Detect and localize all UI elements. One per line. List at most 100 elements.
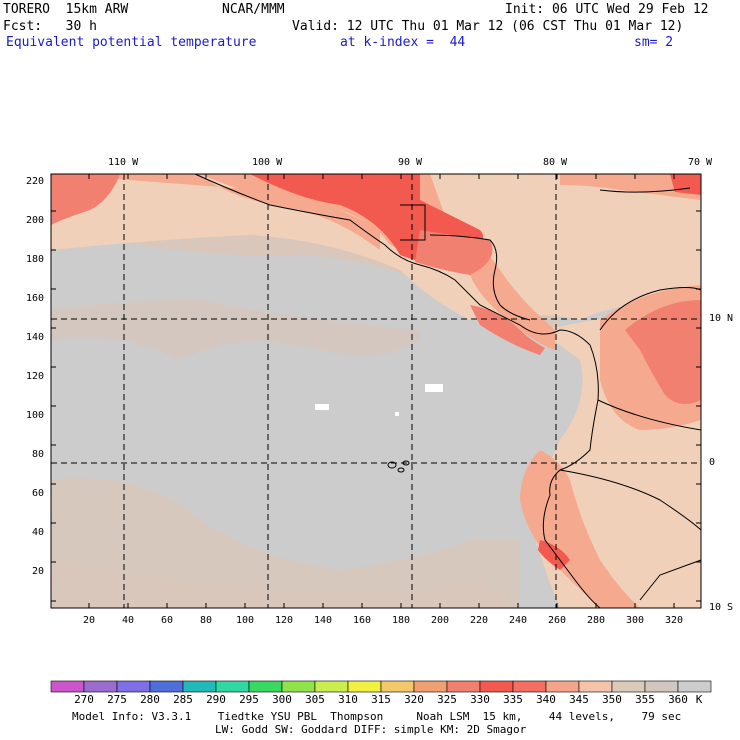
y-tick-label: 160 xyxy=(25,293,44,304)
y-tick-label: 200 xyxy=(25,215,44,226)
x-tick-label: 100 xyxy=(235,615,255,626)
colorbar-swatch xyxy=(182,680,217,693)
model-info: Model Info: V3.3.1 Tiedtke YSU PBL Thomp… xyxy=(72,710,682,723)
colorbar-swatch xyxy=(545,680,580,693)
x-tick-label: 200 xyxy=(430,615,450,626)
colorbar-swatch xyxy=(479,680,514,693)
lon-label-80w: 80 W xyxy=(543,157,568,168)
x-tick-label: 140 xyxy=(313,615,333,626)
x-tick-label: 160 xyxy=(352,615,372,626)
colorbar xyxy=(50,680,712,693)
coastline-cuba xyxy=(599,187,691,193)
colorbar-label: 360 xyxy=(668,693,688,706)
lon-label-100w: 100 W xyxy=(252,157,283,168)
lon-label-90w: 90 W xyxy=(398,157,423,168)
colorbar-swatch xyxy=(611,680,646,693)
valid-time: Valid: 12 UTC Thu 01 Mar 12 (06 CST Thu … xyxy=(292,19,684,34)
map-frame xyxy=(50,173,702,609)
colorbar-label: 305 xyxy=(305,693,325,706)
colorbar-swatch xyxy=(248,680,283,693)
coastlines xyxy=(194,173,702,609)
x-tick-label: 60 xyxy=(160,615,174,626)
y-tick-label: 20 xyxy=(31,566,44,577)
colorbar-label: 295 xyxy=(239,693,259,706)
x-tick-label: 240 xyxy=(508,615,528,626)
colorbar-label: 330 xyxy=(470,693,490,706)
country-border-1 xyxy=(597,399,702,431)
y-tick-label: 220 xyxy=(25,176,44,187)
y-tick-label: 140 xyxy=(25,332,44,343)
x-tick-label: 280 xyxy=(586,615,606,626)
coastline-venezuela xyxy=(599,287,702,331)
colorbar-label: 285 xyxy=(173,693,193,706)
level-info: at k-index = 44 xyxy=(340,35,466,50)
x-tick-label: 120 xyxy=(274,615,294,626)
x-tick-label: 260 xyxy=(547,615,567,626)
x-tick-label: 320 xyxy=(664,615,684,626)
colorbar-swatch xyxy=(215,680,250,693)
colorbar-swatch xyxy=(281,680,316,693)
grid-lines xyxy=(51,174,701,608)
lat-label-10n: 10 N xyxy=(709,313,734,324)
x-tick-label: 300 xyxy=(625,615,645,626)
coastline-central-america xyxy=(419,264,591,346)
x-tick-label: 220 xyxy=(469,615,489,626)
y-tick-label: 40 xyxy=(31,527,44,538)
red-ne-corner xyxy=(560,174,701,200)
smoothing-info: sm= 2 xyxy=(634,35,674,50)
tan-band-far-south xyxy=(51,560,520,608)
colorbar-swatch xyxy=(314,680,349,693)
y-tick-label: 80 xyxy=(31,449,44,460)
white-patch-2 xyxy=(315,404,329,410)
colorbar-label: 340 xyxy=(536,693,556,706)
colorbar-unit: K xyxy=(695,693,703,706)
colorbar-swatch xyxy=(578,680,613,693)
x-tick-label: 80 xyxy=(199,615,213,626)
country-border-3 xyxy=(639,559,702,601)
colorbar-label: 300 xyxy=(272,693,292,706)
red-venezuela xyxy=(625,300,701,404)
y-tick-label: 60 xyxy=(31,488,44,499)
y-tick-label: 180 xyxy=(25,254,44,265)
colorbar-swatch xyxy=(413,680,448,693)
x-tick-label: 20 xyxy=(82,615,96,626)
lat-label-0: 0 xyxy=(709,457,716,468)
colorbar-swatch xyxy=(50,680,85,693)
red-costa-rica xyxy=(470,305,545,355)
init-time: Init: 06 UTC Wed 29 Feb 12 xyxy=(505,2,709,17)
colorbar-swatch xyxy=(380,680,415,693)
axis-ticks xyxy=(51,174,701,608)
forecast-hour: Fcst: 30 h xyxy=(3,19,97,34)
x-tick-label: 180 xyxy=(391,615,411,626)
colorbar-label: 325 xyxy=(437,693,457,706)
country-border-2 xyxy=(559,469,702,531)
y-tick-label: 120 xyxy=(25,371,44,382)
peach-north xyxy=(51,174,700,320)
white-patch-3 xyxy=(395,412,399,416)
colorbar-swatch xyxy=(83,680,118,693)
colorbar-label: 310 xyxy=(338,693,358,706)
colorbar-swatch xyxy=(347,680,382,693)
red-honduras xyxy=(415,230,493,275)
colorbar-label: 275 xyxy=(107,693,127,706)
model-title: TORERO 15km ARW xyxy=(3,2,129,17)
organization: NCAR/MMM xyxy=(222,2,285,17)
colorbar-label: 345 xyxy=(569,693,589,706)
colorbar-label: 320 xyxy=(404,693,424,706)
colorbar-label: 355 xyxy=(635,693,655,706)
field-name: Equivalent potential temperature xyxy=(6,35,257,50)
colorbar-swatch xyxy=(512,680,547,693)
colorbar-label: 280 xyxy=(140,693,160,706)
x-tick-label: 40 xyxy=(121,615,135,626)
colorbar-swatch xyxy=(677,680,712,693)
coastline-mexico xyxy=(194,173,421,266)
coastline-colombia xyxy=(542,344,601,609)
tan-band-south xyxy=(51,478,520,608)
colorbar-label: 315 xyxy=(371,693,391,706)
colorbar-swatch xyxy=(644,680,679,693)
coastline-caribbean xyxy=(429,234,531,321)
tan-band-mid xyxy=(51,300,420,360)
salmon-corner xyxy=(51,174,120,225)
colorbar-label: 350 xyxy=(602,693,622,706)
